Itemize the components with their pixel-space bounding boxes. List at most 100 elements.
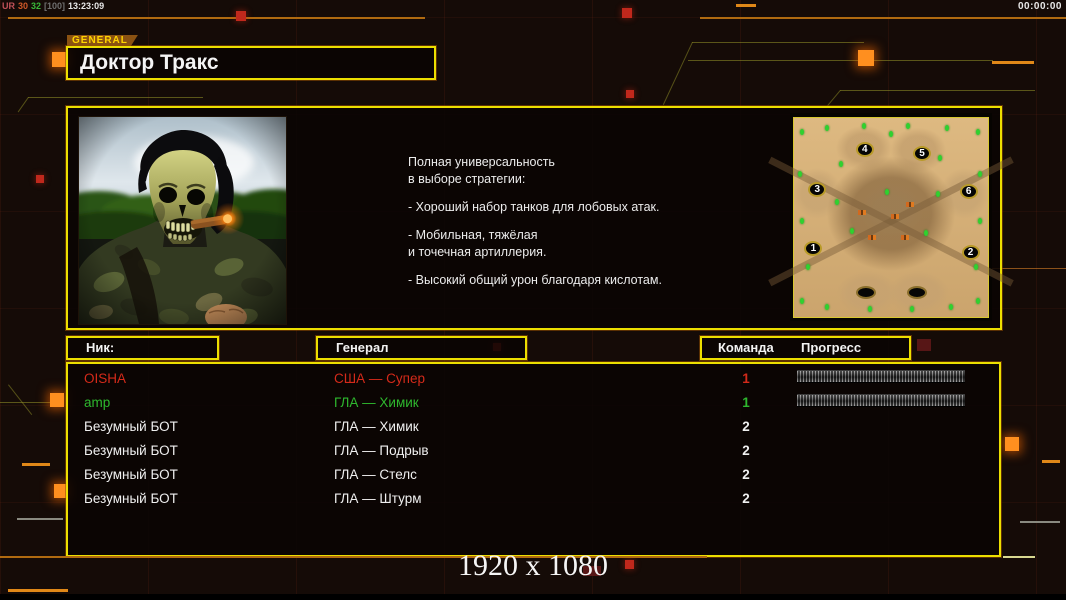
overlay-stat: UR (2, 1, 15, 11)
player-team: 2 (742, 467, 750, 482)
deco-square (625, 560, 634, 569)
map-tree-dot (935, 190, 940, 197)
map-tree-dot (824, 304, 829, 311)
map-tree-dot (949, 304, 954, 311)
map-tree-dot (976, 298, 981, 305)
map-tree-dot (834, 198, 839, 205)
map-tree-dot (797, 170, 802, 177)
map-tree-dot (799, 298, 804, 305)
deco-dash (17, 518, 63, 520)
description-line: - Высокий общий урон благодаря кислотам. (408, 273, 662, 287)
player-nick: Безумный БОТ (84, 443, 178, 458)
player-general: ГЛА — Химик (334, 395, 419, 410)
table-row: OISHA США — Супер 1 (68, 368, 999, 392)
column-header-nick: Ник: (86, 340, 115, 355)
deco-square (622, 8, 632, 18)
description-line: - Мобильная, тяжёлая (408, 228, 538, 242)
table-row: Безумный БОТ ГЛА — Стелс 2 (68, 464, 999, 488)
overlay-stat: 32 (31, 1, 42, 11)
map-tree-dot (850, 228, 855, 235)
description-line (408, 261, 778, 272)
map-start-marker: 3 (808, 181, 827, 197)
player-team: 2 (742, 443, 750, 458)
map-tree-dot (937, 154, 942, 161)
map-start-marker: 1 (804, 241, 823, 257)
header-box-team-progress: Команда Прогресс (700, 336, 911, 360)
map-tree-dot (799, 218, 804, 225)
general-info-panel: Полная универсальность в выборе стратегии… (54, 106, 1002, 330)
deco-trace (8, 384, 33, 415)
deco-square (236, 11, 246, 21)
deco-line (1003, 556, 1035, 558)
map-hole (855, 286, 876, 300)
map-tree-dot (885, 188, 890, 195)
deco-square (858, 50, 874, 66)
deco-trace (17, 97, 29, 113)
deco-trace (662, 42, 693, 105)
header-box-general: Генерал (316, 336, 527, 360)
map-hole (907, 286, 928, 300)
player-team: 2 (742, 419, 750, 434)
map-tree-dot (974, 264, 979, 271)
description-line: - Хороший набор танков для лобовых атак. (408, 200, 660, 214)
map-tree-dot (976, 128, 981, 135)
column-header-progress: Прогресс (801, 340, 862, 355)
map-tree-dot (978, 218, 983, 225)
map-start-marker: 2 (961, 245, 980, 261)
deco-square (917, 339, 931, 351)
deco-line (700, 17, 1066, 19)
deco-square (1005, 437, 1019, 451)
deco-trace (840, 90, 1035, 91)
deco-square (36, 175, 44, 183)
player-general: ГЛА — Стелс (334, 467, 417, 482)
table-row: Безумный БОТ ГЛА — Подрыв 2 (68, 440, 999, 464)
header-box-nick: Ник: (66, 336, 219, 360)
overlay-clock: 13:23:09 (68, 1, 105, 11)
players-table: OISHA США — Супер 1 amp ГЛА — Химик 1 Безумный… (66, 362, 1001, 557)
resolution-overlay: 1920 x 1080 (458, 549, 608, 582)
minimap-frame: 1 2 3 4 5 6 (790, 113, 992, 321)
table-row: Безумный БОТ ГЛА — Штурм 2 (68, 488, 999, 512)
player-general: ГЛА — Химик (334, 419, 419, 434)
description-line (408, 188, 778, 199)
map-start-marker: 4 (855, 141, 874, 157)
map-tree-dot (838, 160, 843, 167)
general-description: Полная универсальность в выборе стратегии… (408, 154, 778, 289)
map-tree-dot (799, 128, 804, 135)
deco-dash (8, 589, 68, 592)
map-tree-dot (889, 130, 893, 137)
map-start-marker: 5 (913, 145, 932, 161)
map-structure (857, 209, 866, 215)
deco-dash (736, 4, 756, 7)
player-nick: Безумный БОТ (84, 419, 178, 434)
overlay-stat: [100] (44, 1, 66, 11)
table-row: Безумный БОТ ГЛА — Химик 2 (68, 416, 999, 440)
description-line: Полная универсальность (408, 155, 555, 169)
map-structure (867, 235, 876, 241)
map-tree-dot (923, 230, 928, 237)
player-rows: OISHA США — Супер 1 amp ГЛА — Химик 1 Безумный… (68, 368, 999, 512)
general-name: Доктор Тракс (80, 51, 219, 74)
player-team: 1 (742, 395, 750, 410)
deco-trace (692, 42, 864, 43)
general-tab-label: GENERAL (67, 35, 138, 46)
deco-trace (0, 402, 52, 403)
description-line: в выборе стратегии: (408, 172, 526, 186)
player-nick: amp (84, 395, 111, 410)
map-tree-dot (945, 124, 950, 131)
deco-square (50, 393, 64, 407)
description-line: и точечная артиллерия. (408, 245, 547, 259)
map-structure (900, 235, 909, 241)
deco-trace (688, 60, 993, 61)
game-timer: 00:00:00 (1017, 1, 1062, 12)
description-line (408, 216, 778, 227)
minimap-area: 1 2 3 4 5 6 (793, 117, 989, 318)
player-team: 2 (742, 491, 750, 506)
deco-trace (28, 97, 203, 98)
player-nick: Безумный БОТ (84, 491, 178, 506)
map-tree-dot (978, 170, 983, 177)
table-row: amp ГЛА — Химик 1 (68, 392, 999, 416)
map-tree-dot (824, 124, 829, 131)
deco-dash (1020, 521, 1060, 523)
